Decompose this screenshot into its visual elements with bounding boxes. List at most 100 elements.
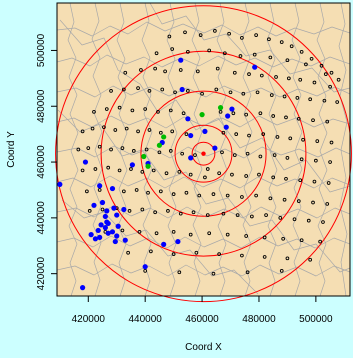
point-open <box>292 217 297 222</box>
point-open <box>220 150 224 155</box>
point-open <box>299 157 304 162</box>
point-open <box>195 69 200 74</box>
point-open <box>203 175 207 180</box>
point-open <box>168 149 173 153</box>
point-open <box>279 40 284 44</box>
point-blue <box>212 145 218 151</box>
point-open <box>170 47 175 51</box>
point-open <box>211 192 216 196</box>
point-open <box>325 119 330 124</box>
point-blue <box>225 113 231 119</box>
point-open <box>153 210 157 215</box>
point-open <box>257 172 261 177</box>
point-open <box>121 87 126 92</box>
point-open <box>120 146 125 150</box>
point-open <box>200 91 204 96</box>
point-blue <box>102 213 108 220</box>
point-open <box>281 236 286 241</box>
point-open <box>140 207 145 212</box>
point-open <box>147 128 152 132</box>
y-tick-label: 440000 <box>36 201 47 235</box>
point-blue <box>252 64 258 70</box>
point-open <box>136 86 140 90</box>
point-open <box>160 87 165 92</box>
x-tick-label: 440000 <box>128 314 162 325</box>
point-open <box>126 250 130 255</box>
point-open <box>205 167 210 171</box>
point-open <box>329 140 334 145</box>
point-open <box>123 70 128 75</box>
point-open <box>158 130 163 135</box>
point-open <box>178 211 183 216</box>
point-open <box>271 175 276 180</box>
point-open <box>197 193 202 198</box>
y-tick-label: 480000 <box>36 89 47 123</box>
point-open <box>296 116 301 121</box>
point-open <box>335 100 340 104</box>
point-open <box>325 202 330 206</box>
point-open <box>254 193 258 198</box>
point-open <box>139 68 143 72</box>
point-open <box>275 135 280 139</box>
point-open <box>254 33 258 37</box>
point-open <box>315 139 320 143</box>
municipality-boundaries <box>57 3 350 296</box>
point-green <box>145 163 151 169</box>
point-open <box>194 250 199 255</box>
point-open <box>268 55 273 60</box>
point-blue <box>229 106 235 112</box>
point-open <box>262 255 267 259</box>
point-open <box>166 209 170 213</box>
point-open <box>171 252 176 256</box>
point-open <box>198 33 203 37</box>
y-tick-label: 500000 <box>36 33 47 67</box>
point-open <box>306 218 311 223</box>
point-open <box>177 270 182 275</box>
point-open <box>258 111 263 116</box>
point-open <box>289 44 294 49</box>
point-blue <box>109 185 116 192</box>
point-open <box>217 171 221 176</box>
centre-point <box>201 151 206 156</box>
point-open <box>323 72 328 77</box>
point-open <box>156 109 160 114</box>
point-open <box>136 129 140 134</box>
point-open <box>285 256 290 261</box>
point-open <box>177 169 182 174</box>
point-open <box>109 89 113 93</box>
point-blue <box>102 225 108 231</box>
point-open <box>329 70 334 75</box>
point-open <box>308 97 313 102</box>
point-open <box>143 269 148 273</box>
point-open <box>171 192 176 196</box>
point-open <box>247 133 251 138</box>
point-open <box>214 87 219 92</box>
point-open <box>312 179 317 184</box>
point-open <box>328 160 332 164</box>
point-green <box>161 134 167 140</box>
point-open <box>167 34 172 39</box>
point-open <box>321 220 325 224</box>
point-open <box>288 136 293 141</box>
point-open <box>267 37 271 42</box>
point-open <box>231 111 236 116</box>
point-open <box>149 249 153 254</box>
point-open <box>296 199 301 203</box>
point-open <box>241 91 246 96</box>
point-open <box>153 66 157 71</box>
point-open <box>80 129 85 134</box>
point-blue <box>57 181 63 187</box>
point-open <box>230 172 234 177</box>
point-blue <box>111 205 117 211</box>
point-green <box>156 142 163 148</box>
point-blue <box>91 202 97 208</box>
point-open <box>144 147 149 152</box>
point-open <box>117 168 122 173</box>
point-open <box>264 213 268 217</box>
point-green <box>217 105 224 111</box>
point-open <box>87 209 92 213</box>
point-open <box>259 73 264 78</box>
point-open <box>188 172 193 177</box>
point-open <box>232 153 237 157</box>
point-open <box>76 147 81 152</box>
